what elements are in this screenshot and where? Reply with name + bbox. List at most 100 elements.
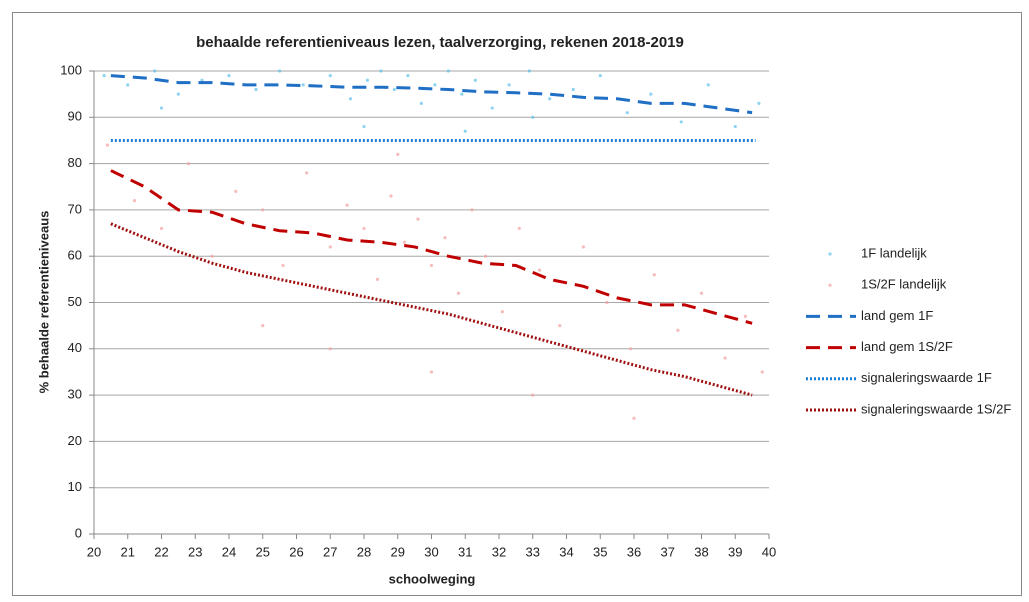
- scatter-point: [176, 92, 180, 96]
- y-tick-label: 20: [68, 433, 82, 448]
- x-tick-label: 32: [492, 544, 506, 559]
- scatter-point: [517, 226, 521, 231]
- scatter-point: [760, 370, 764, 374]
- x-tick-label: 33: [526, 544, 540, 559]
- y-tick-label: 100: [60, 62, 82, 77]
- scatter-point: [676, 328, 680, 332]
- legend-marker: [828, 283, 832, 287]
- scatter-point: [581, 245, 585, 249]
- scatter-point: [305, 171, 309, 175]
- scatter-point: [210, 254, 214, 258]
- x-tick-label: 29: [391, 544, 405, 559]
- scatter-point: [227, 74, 231, 78]
- scatter-point: [126, 83, 130, 87]
- scatter-point: [548, 97, 552, 101]
- y-tick-label: 50: [68, 294, 82, 309]
- scatter-point: [531, 115, 535, 119]
- scatter-point: [456, 291, 461, 295]
- scatter-point: [281, 263, 285, 268]
- scatter-point: [102, 74, 106, 78]
- x-tick-label: 39: [728, 544, 742, 559]
- x-tick-label: 30: [424, 544, 438, 559]
- legend-label: signaleringswaarde 1F: [861, 370, 992, 385]
- scatter-point: [571, 87, 575, 92]
- x-tick-label: 31: [458, 544, 472, 559]
- x-tick-label: 37: [661, 544, 675, 559]
- scatter-point: [132, 199, 137, 203]
- scatter-point: [328, 245, 332, 249]
- scatter-point: [733, 124, 737, 129]
- scatter-point: [429, 370, 434, 374]
- scatter-point: [531, 393, 535, 397]
- scatter-point: [396, 152, 400, 156]
- legend-label: land gem 1S/2F: [861, 339, 953, 354]
- scatter-point: [699, 291, 704, 295]
- legend-label: 1S/2F landelijk: [861, 277, 947, 292]
- scatter-point: [507, 83, 511, 87]
- scatter-point: [443, 236, 447, 240]
- x-tick-label: 25: [256, 544, 270, 559]
- scatter-point: [757, 101, 761, 106]
- series-line: [110, 169, 753, 325]
- scatter-point: [598, 74, 602, 78]
- scatter-point: [446, 69, 450, 73]
- scatter-point: [537, 268, 542, 272]
- y-tick-label: 70: [68, 201, 82, 216]
- scatter-point: [200, 78, 204, 82]
- scatter-point: [632, 416, 636, 420]
- scatter-point: [416, 217, 420, 221]
- scatter-point: [649, 92, 653, 96]
- x-tick-label: 27: [323, 544, 337, 559]
- x-tick-label: 20: [87, 544, 101, 559]
- y-tick-label: 60: [68, 248, 82, 263]
- x-tick-label: 38: [694, 544, 708, 559]
- scatter-point: [460, 92, 464, 96]
- scatter-point: [402, 240, 407, 244]
- scatter-point: [379, 69, 383, 73]
- scatter-point: [153, 69, 157, 73]
- legend-label: 1F landelijk: [861, 245, 927, 260]
- scatter-point: [406, 74, 410, 78]
- scatter-point: [433, 83, 437, 87]
- scatter-point: [278, 69, 282, 73]
- scatter-point: [328, 347, 332, 351]
- x-tick-label: 35: [593, 544, 607, 559]
- scatter-point: [743, 314, 747, 318]
- series-line: [110, 74, 753, 115]
- x-tick-label: 34: [559, 544, 573, 559]
- scatter-point: [389, 194, 393, 198]
- series-line: [110, 222, 753, 397]
- scatter-point: [392, 87, 396, 92]
- scatter-point: [365, 78, 369, 82]
- scatter-point: [429, 263, 434, 268]
- scatter-point: [301, 83, 305, 87]
- scatter-point: [159, 226, 164, 231]
- chart-title: behaalde referentieniveaus lezen, taalve…: [196, 34, 684, 51]
- x-tick-label: 36: [627, 544, 641, 559]
- scatter-point: [362, 124, 366, 129]
- scatter-point: [105, 143, 110, 147]
- scatter-point: [500, 310, 504, 314]
- scatter-point: [186, 162, 191, 166]
- legend-label: land gem 1F: [861, 308, 933, 323]
- scatter-point: [261, 324, 265, 328]
- scatter-point: [706, 83, 710, 87]
- scatter-point: [679, 120, 683, 124]
- scatter-point: [328, 74, 332, 78]
- x-tick-label: 24: [222, 544, 236, 559]
- scatter-point: [463, 129, 467, 133]
- scatter-point: [652, 273, 656, 277]
- scatter-point: [625, 111, 629, 115]
- y-axis-title: % behaalde referentieniveaus: [36, 211, 51, 394]
- legend: 1F landelijk 1S/2F landelijk land gem 1F la…: [806, 245, 1011, 416]
- x-tick-label: 40: [762, 544, 776, 559]
- scatter-point: [159, 106, 164, 110]
- scatter-point: [605, 300, 609, 305]
- legend-label: signaleringswaarde 1S/2F: [861, 401, 1011, 416]
- y-tick-label: 0: [75, 525, 82, 540]
- legend-marker: [828, 252, 832, 256]
- x-tick-label: 21: [121, 544, 135, 559]
- y-tick-label: 80: [68, 155, 82, 170]
- y-tick-label: 30: [68, 387, 82, 402]
